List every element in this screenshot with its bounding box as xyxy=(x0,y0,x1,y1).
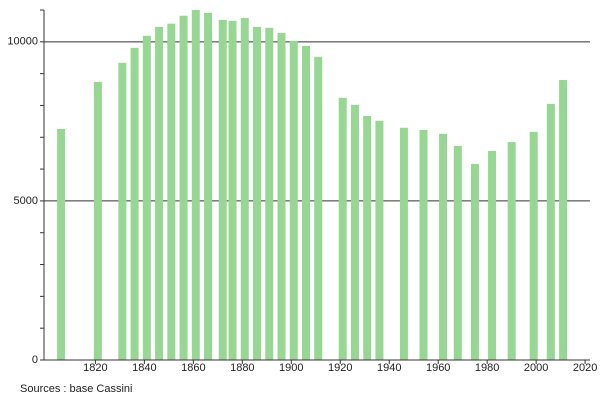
x-tick-label: 1900 xyxy=(279,362,303,374)
bar xyxy=(289,40,298,360)
x-tick-label: 1840 xyxy=(132,362,156,374)
bar xyxy=(350,104,359,361)
bar xyxy=(57,129,66,360)
bar xyxy=(546,103,555,360)
bar xyxy=(130,47,139,360)
bar xyxy=(529,131,538,360)
bar xyxy=(118,62,127,361)
x-tick-label: 2020 xyxy=(573,362,597,374)
y-tick-label: 10000 xyxy=(7,36,38,48)
bar xyxy=(265,27,274,361)
x-tick-label: 1920 xyxy=(328,362,352,374)
y-tick-label: 5000 xyxy=(14,195,38,207)
bar xyxy=(218,19,227,360)
y-tick-label: 0 xyxy=(32,354,38,366)
bar xyxy=(240,17,249,360)
x-tick-label: 1960 xyxy=(426,362,450,374)
bar xyxy=(277,32,286,361)
x-tick-label: 2000 xyxy=(524,362,548,374)
bar xyxy=(228,20,237,361)
bar xyxy=(470,164,479,360)
bar xyxy=(179,15,188,361)
bar xyxy=(453,145,462,360)
x-tick-label: 1880 xyxy=(230,362,254,374)
bar xyxy=(301,45,310,361)
x-tick-label: 1980 xyxy=(475,362,499,374)
bar xyxy=(191,10,200,360)
source-note: Sources : base Cassini xyxy=(20,383,133,395)
bar xyxy=(204,12,213,360)
bar xyxy=(419,129,428,360)
bar xyxy=(439,133,448,360)
bar xyxy=(338,97,347,361)
bar xyxy=(253,26,262,360)
bar xyxy=(93,81,102,360)
bar xyxy=(142,35,151,360)
bar xyxy=(155,26,164,360)
x-tick-label: 1820 xyxy=(83,362,107,374)
x-tick-label: 1860 xyxy=(181,362,205,374)
bar xyxy=(488,150,497,360)
x-tick-label: 1940 xyxy=(377,362,401,374)
bar xyxy=(314,56,323,360)
bar xyxy=(375,120,384,361)
bar xyxy=(363,115,372,360)
bar xyxy=(167,23,176,360)
bar xyxy=(399,127,408,361)
bar xyxy=(507,142,516,360)
bar xyxy=(559,80,568,360)
